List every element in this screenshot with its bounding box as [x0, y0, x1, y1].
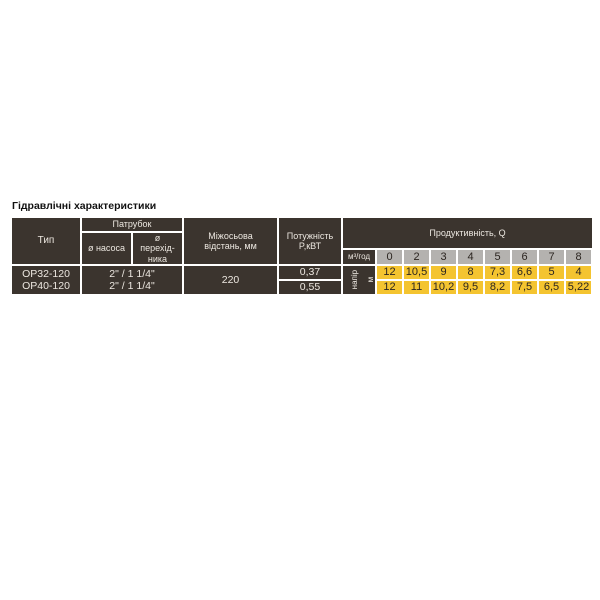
flow-value: 2: [404, 250, 429, 264]
head-value: 6,5: [539, 281, 564, 294]
head-value: 9: [431, 266, 456, 279]
nozzle-value: 2" / 1 1/4": [109, 280, 155, 292]
flow-value: 6: [512, 250, 537, 264]
head-value: 7,3: [485, 266, 510, 279]
head-value: 5: [539, 266, 564, 279]
header-pump-dia: ø насоса: [82, 233, 131, 264]
head-value: 12: [377, 281, 402, 294]
type-value: OP32-120: [22, 267, 70, 280]
header-axis-distance: Міжосьова відстань, мм: [184, 218, 277, 264]
head-unit: м: [366, 277, 376, 283]
head-label: напір: [349, 270, 359, 290]
flow-value: 5: [485, 250, 510, 264]
head-value: 8,2: [485, 281, 510, 294]
header-power: Потужність P,кВТ: [279, 218, 341, 264]
head-value: 7,5: [512, 281, 537, 294]
type-value: OP40-120: [22, 280, 70, 292]
head-value: 8: [458, 266, 483, 279]
head-value: 11: [404, 281, 429, 294]
header-nozzle: Патрубок: [82, 218, 182, 231]
axis-distance-value: 220: [184, 266, 277, 294]
flow-value: 7: [539, 250, 564, 264]
header-adapter-dia: ø перехід-ника: [133, 233, 182, 264]
head-value: 10,2: [431, 281, 456, 294]
flow-value: 8: [566, 250, 591, 264]
flow-unit-label: м³/год: [343, 250, 375, 264]
power-value: 0,37: [279, 266, 341, 279]
section-title: Гідравлічні характеристики: [12, 200, 157, 212]
power-value: 0,55: [279, 281, 341, 294]
header-type: Тип: [12, 218, 80, 264]
flow-value: 0: [377, 250, 402, 264]
head-label-cell: напір м: [343, 266, 375, 294]
head-value: 10,5: [404, 266, 429, 279]
nozzle-value: 2" / 1 1/4": [109, 267, 155, 280]
head-value: 9,5: [458, 281, 483, 294]
head-value: 4: [566, 266, 591, 279]
header-productivity: Продуктивність, Q: [343, 218, 592, 248]
head-value: 12: [377, 266, 402, 279]
head-value: 6,6: [512, 266, 537, 279]
type-cell: OP32-120 OP40-120: [12, 266, 80, 294]
head-value: 5,22: [566, 281, 591, 294]
nozzle-cell: 2" / 1 1/4" 2" / 1 1/4": [82, 266, 182, 294]
flow-value: 3: [431, 250, 456, 264]
flow-value: 4: [458, 250, 483, 264]
